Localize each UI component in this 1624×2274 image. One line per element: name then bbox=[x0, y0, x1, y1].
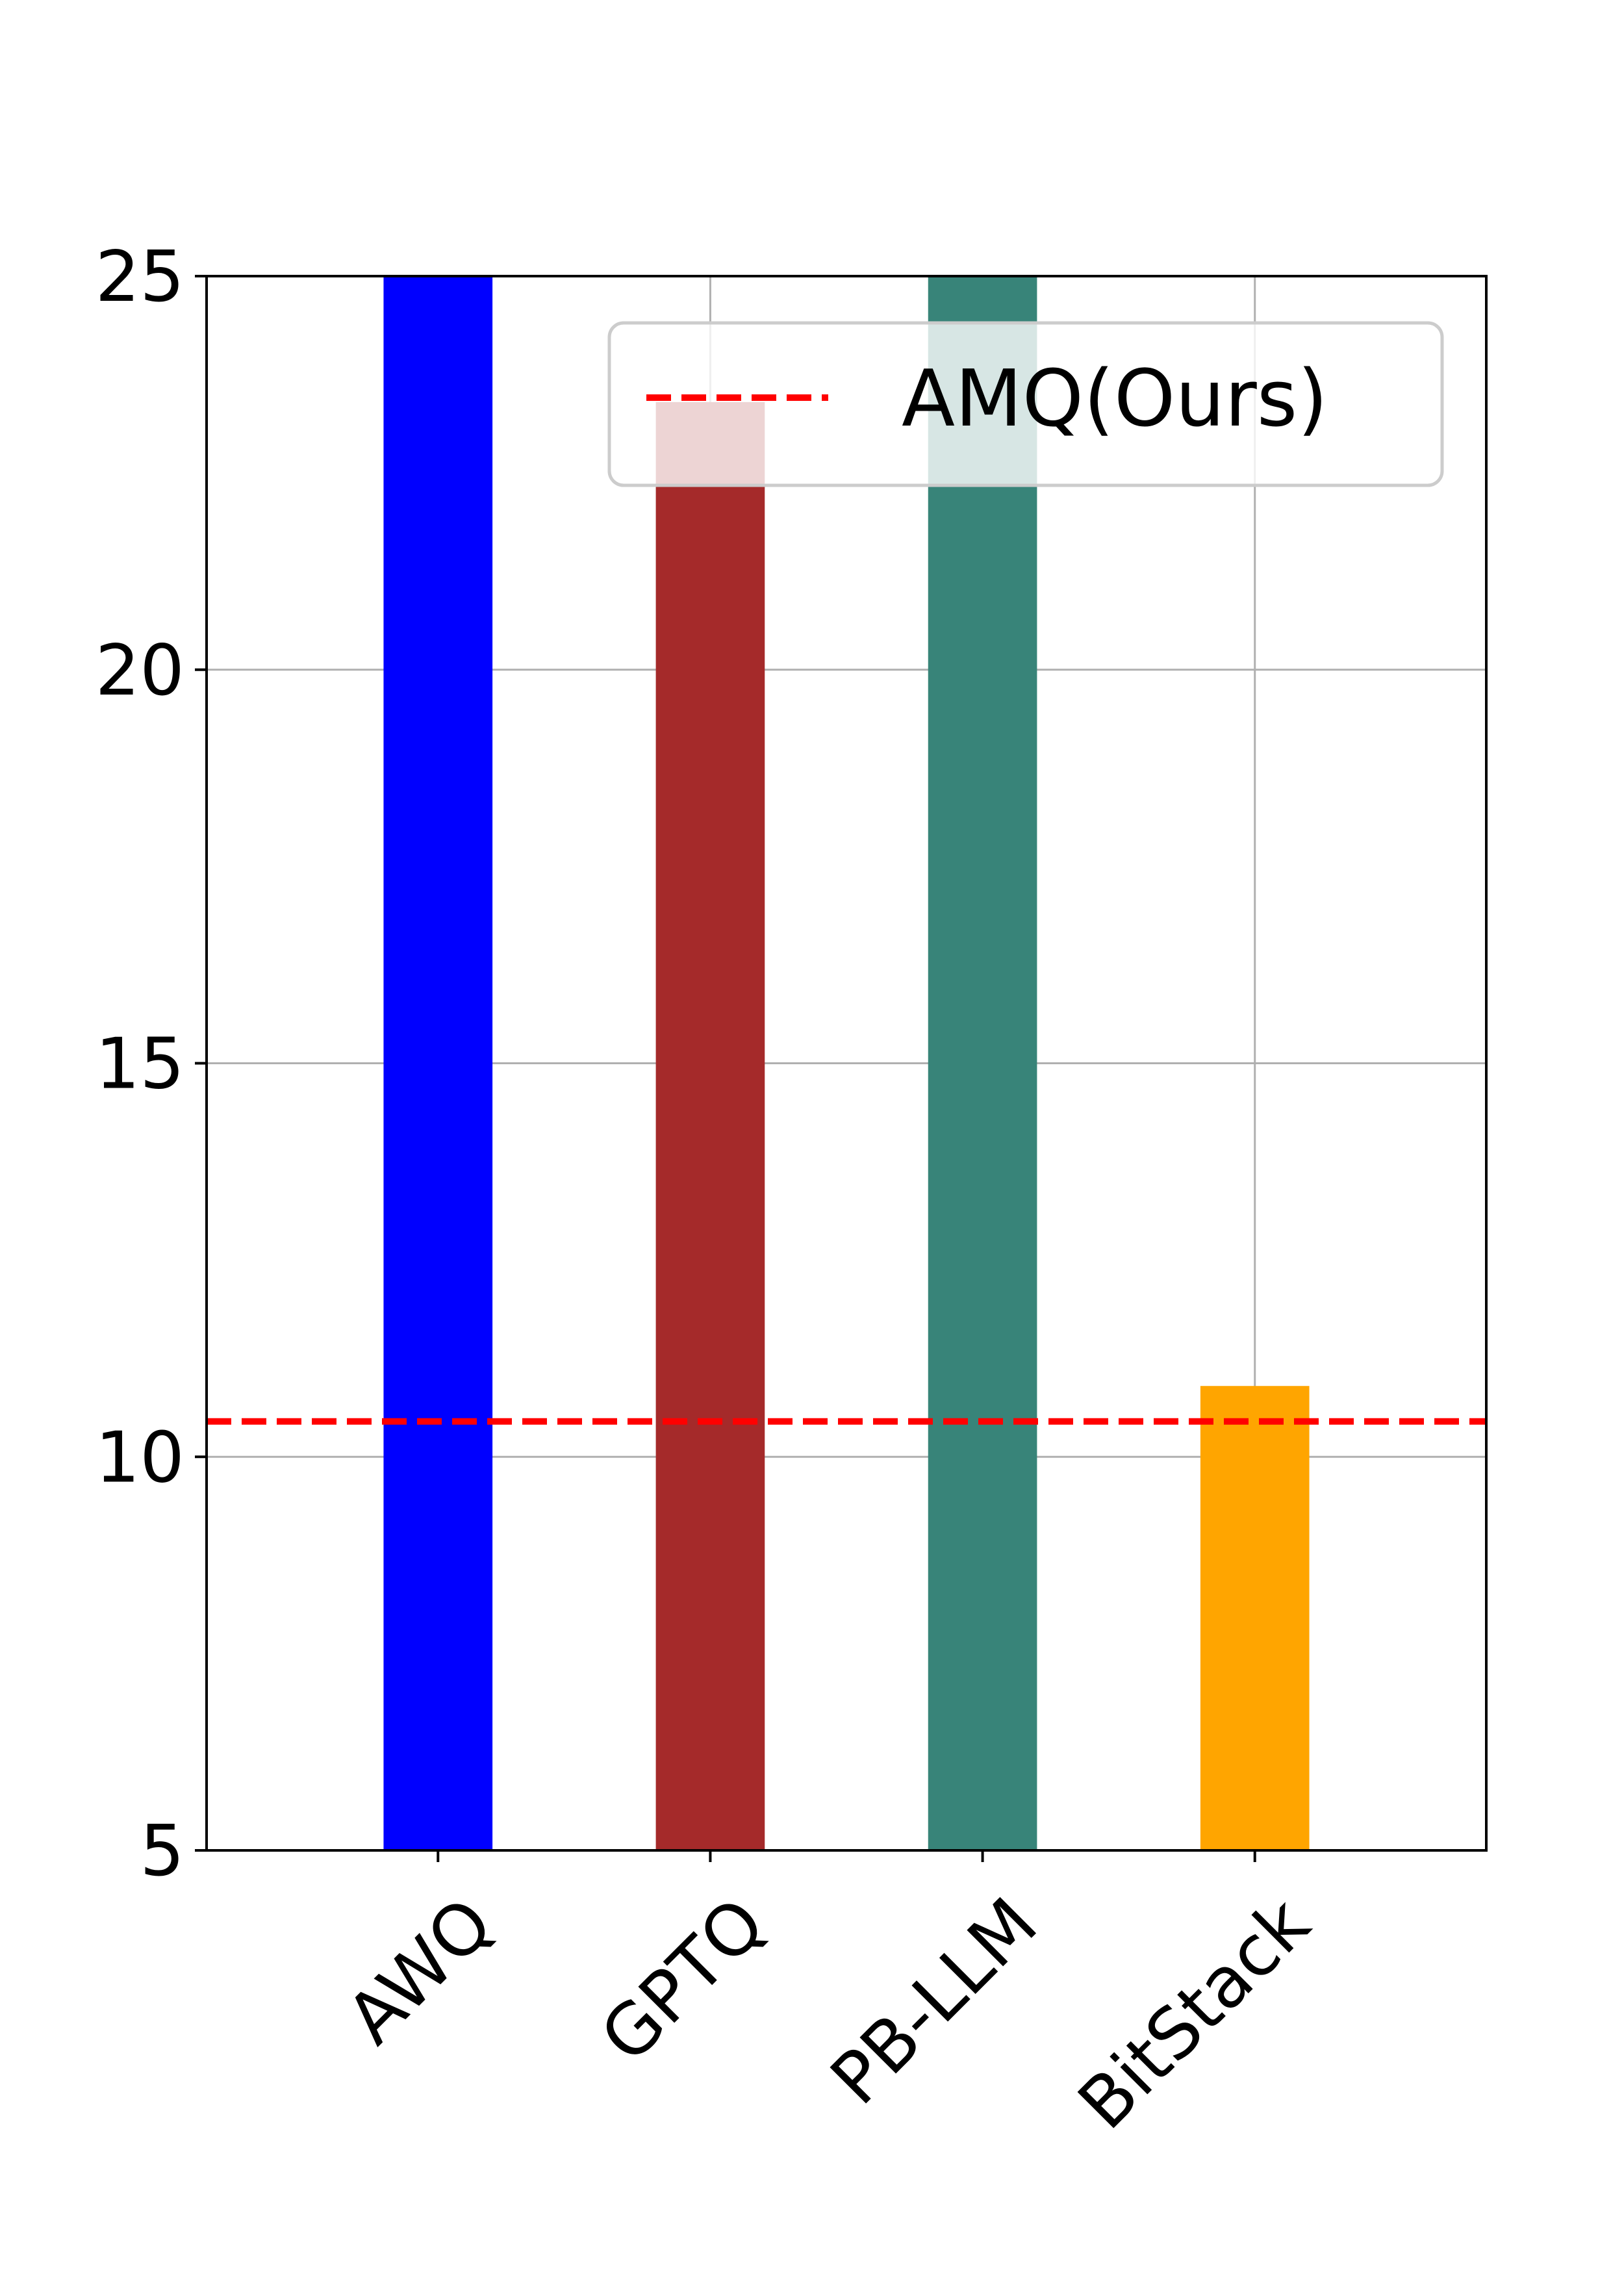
y-axis: 5 10 15 20 25 bbox=[95, 236, 207, 1892]
legend: AMQ(Ours) bbox=[607, 321, 1444, 487]
y-tick-label: 25 bbox=[95, 236, 184, 318]
bar-gptq bbox=[655, 402, 765, 1850]
bar-bitstack bbox=[1200, 1386, 1310, 1850]
bar-awq bbox=[383, 276, 493, 1850]
y-tick-label: 20 bbox=[95, 630, 184, 711]
y-tick-label: 15 bbox=[95, 1024, 184, 1105]
y-tick-label: 5 bbox=[140, 1811, 184, 1892]
legend-label: AMQ(Ours) bbox=[902, 354, 1328, 444]
y-tick-label: 10 bbox=[95, 1417, 184, 1498]
bars bbox=[383, 276, 1310, 1850]
legend-box bbox=[607, 321, 1444, 487]
bar-pb-llm bbox=[928, 276, 1037, 1850]
